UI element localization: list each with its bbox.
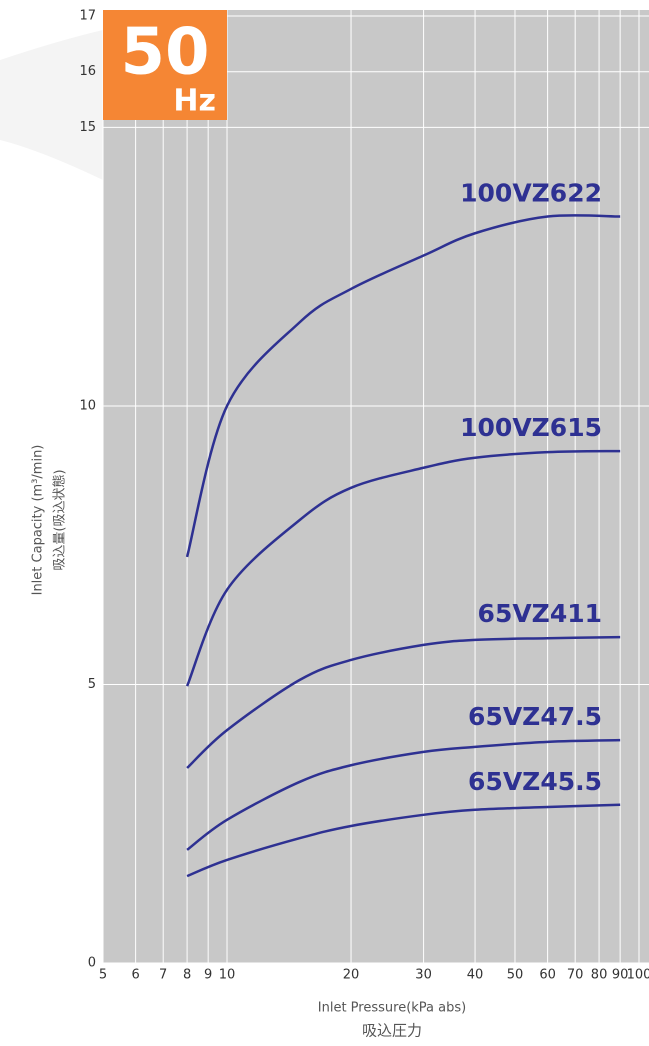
badge: [103, 10, 227, 120]
series-line: [185, 449, 621, 687]
y-tick-label: 0: [88, 956, 96, 971]
x-tick-label: 9: [204, 968, 212, 983]
y-tick-label: 16: [79, 64, 96, 79]
series-label: 100VZ622: [460, 179, 602, 208]
x-tick-label: 70: [567, 968, 584, 983]
y-axis-label-ja: 吸込量(吸込状態): [52, 469, 68, 570]
x-tick-label: 7: [159, 968, 167, 983]
x-tick-label: 90: [612, 968, 629, 983]
x-tick-label: 80: [591, 968, 608, 983]
plot-background: [103, 10, 649, 963]
x-tick-label: 40: [467, 968, 484, 983]
x-tick-label: 10: [219, 968, 236, 983]
series-label: 65VZ411: [478, 599, 602, 628]
x-tick-label: 6: [131, 968, 139, 983]
series-line: [186, 738, 621, 851]
series-label: 100VZ615: [460, 413, 602, 442]
y-tick-label: 10: [79, 398, 96, 413]
series-label: 65VZ47.5: [468, 702, 602, 731]
y-axis-label: Inlet Capacity (m³/min): [31, 445, 46, 596]
x-axis-label-ja: 吸込圧力: [362, 1022, 422, 1040]
x-tick-label: 50: [507, 968, 524, 983]
y-tick-label: 15: [79, 120, 96, 135]
x-axis-label: Inlet Pressure(kPa abs): [318, 1001, 466, 1016]
x-tick-label: 5: [99, 968, 107, 983]
x-tick-label: 8: [183, 968, 191, 983]
x-tick-label: 20: [343, 968, 360, 983]
x-tick-label: 100: [627, 968, 649, 983]
badge-unit: Hz: [173, 84, 216, 119]
y-tick-label: 17: [79, 9, 96, 24]
x-tick-label: 30: [415, 968, 432, 983]
background-shape: [0, 30, 103, 180]
series-label: 65VZ45.5: [468, 767, 602, 796]
x-tick-label: 60: [539, 968, 556, 983]
series-line: [186, 635, 621, 769]
series-line: [185, 214, 621, 558]
y-tick-label: 5: [88, 677, 96, 692]
badge-number: 50: [120, 16, 209, 90]
series-line: [186, 803, 621, 878]
